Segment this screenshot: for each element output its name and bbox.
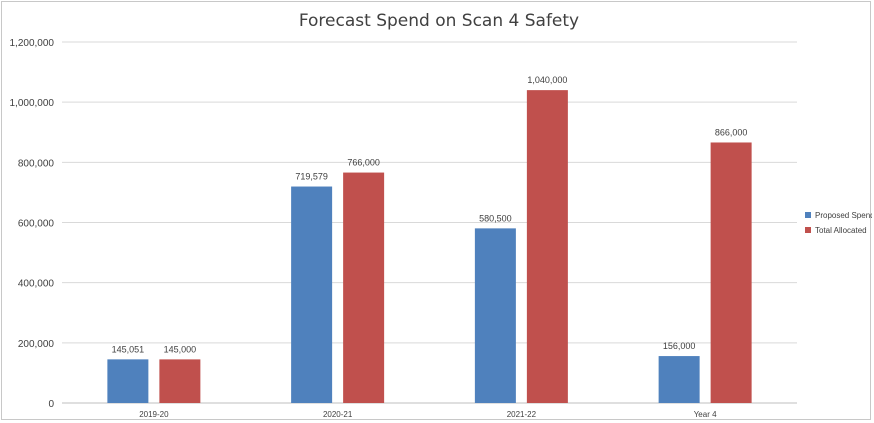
data-label: 156,000: [663, 341, 696, 351]
y-tick-label: 800,000: [18, 158, 55, 169]
legend: Proposed Spend Total Allocated: [805, 211, 872, 235]
bar-proposed-spend-2020-21: [291, 186, 333, 403]
legend-swatch: [805, 212, 811, 218]
bar-total-allocated-2019-20: [159, 359, 201, 403]
data-label: 1,040,000: [527, 75, 567, 85]
data-label: 145,000: [164, 344, 197, 354]
gridlines: [62, 41, 797, 344]
x-tick-label: 2020-21: [323, 410, 353, 419]
bar-proposed-spend-year-4: [658, 356, 700, 403]
chart-title: Forecast Spend on Scan 4 Safety: [299, 11, 579, 31]
bar-total-allocated-2020-21: [343, 172, 385, 403]
x-tick-label: Year 4: [694, 410, 717, 419]
data-label: 866,000: [715, 127, 748, 137]
legend-swatch: [805, 227, 811, 233]
data-label: 145,051: [112, 344, 145, 354]
data-label: 766,000: [347, 158, 380, 168]
data-label: 719,579: [295, 172, 328, 182]
x-tick-label: 2021-22: [507, 410, 537, 419]
data-labels: 145,051 145,000 719,579 766,000 580,500 1,040…: [112, 75, 748, 354]
data-label: 580,500: [479, 213, 512, 223]
legend-label: Proposed Spend: [815, 211, 872, 220]
y-tick-label: 600,000: [18, 219, 55, 230]
y-tick-label: 1,200,000: [10, 38, 55, 49]
y-tick-label: 1,000,000: [10, 98, 55, 109]
bar-total-allocated-year-4: [710, 142, 752, 403]
x-tick-label: 2019-20: [139, 410, 169, 419]
bar-total-allocated-2021-22: [526, 90, 568, 403]
legend-label: Total Allocated: [815, 226, 867, 235]
y-tick-label: 200,000: [18, 339, 55, 350]
bar-proposed-spend-2021-22: [474, 228, 516, 403]
bar-proposed-spend-2019-20: [107, 359, 149, 403]
y-tick-label: 400,000: [18, 279, 55, 290]
bars: [107, 90, 752, 403]
y-tick-label: 0: [48, 399, 54, 410]
